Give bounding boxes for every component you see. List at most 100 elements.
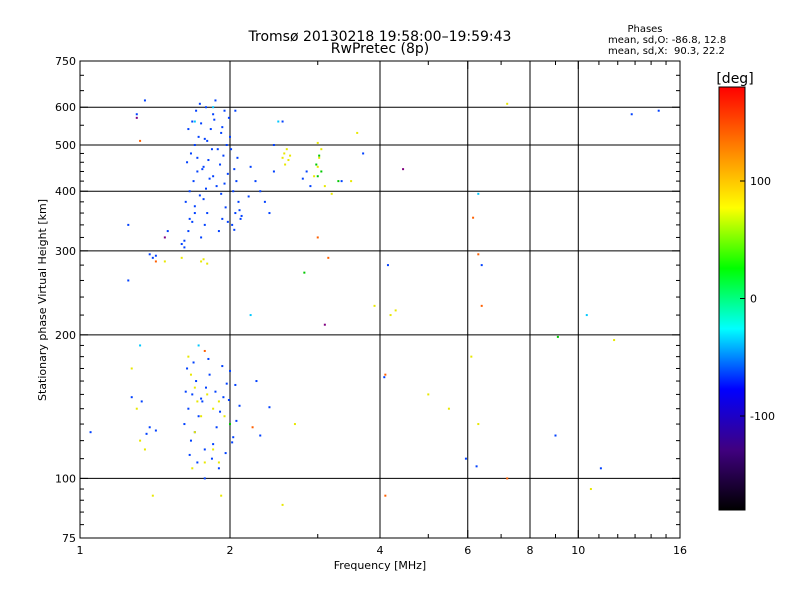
plot-frame	[79, 60, 681, 539]
data-point	[259, 434, 262, 437]
data-point	[193, 143, 196, 146]
data-point	[202, 165, 205, 168]
data-point	[135, 116, 138, 119]
axis-ticks: 1 2 4 6 8 10 16 75 100 200 300 400 500 600 750	[55, 55, 687, 557]
chart-subtitle: RwPretec (8p)	[331, 41, 429, 57]
data-point	[309, 185, 312, 188]
x-tick-label: 6	[464, 544, 471, 557]
data-point	[204, 106, 207, 109]
data-point	[249, 165, 252, 168]
data-point	[384, 494, 387, 497]
data-point	[201, 400, 204, 403]
data-point	[249, 314, 252, 317]
colorbar-tick-label: 100	[750, 175, 771, 188]
data-point	[191, 393, 194, 396]
data-point	[224, 206, 227, 209]
data-point	[305, 170, 308, 173]
data-point	[139, 139, 142, 142]
data-point	[402, 168, 405, 171]
data-point	[229, 369, 231, 372]
data-point	[206, 139, 209, 142]
data-point	[216, 148, 219, 151]
data-point	[240, 214, 243, 217]
data-point	[154, 254, 157, 257]
data-point	[203, 461, 206, 464]
y-tick-label: 600	[55, 101, 76, 114]
data-point	[480, 304, 483, 307]
data-point	[186, 161, 189, 164]
data-point	[193, 386, 196, 389]
data-point	[212, 443, 215, 446]
data-point	[193, 205, 196, 208]
x-tick-label: 8	[527, 544, 534, 557]
data-point	[268, 212, 271, 215]
data-point	[206, 212, 209, 215]
data-point	[215, 185, 218, 188]
data-point	[196, 461, 199, 464]
data-point	[163, 236, 166, 239]
colorbar-tick-label: 0	[750, 293, 757, 306]
data-point	[254, 180, 257, 183]
data-point	[154, 260, 157, 263]
data-point	[301, 177, 304, 180]
x-tick-label: 1	[77, 544, 84, 557]
data-point	[232, 436, 235, 439]
data-point	[221, 365, 224, 368]
data-point	[281, 120, 284, 123]
data-point	[203, 137, 206, 140]
data-point	[148, 426, 151, 429]
data-point	[180, 256, 183, 259]
data-points	[89, 99, 660, 506]
data-point	[187, 230, 190, 233]
colorbar-label: [deg]	[716, 71, 753, 87]
data-point	[230, 148, 233, 151]
data-point	[221, 126, 224, 129]
data-point	[223, 415, 226, 418]
data-point	[212, 106, 215, 109]
data-point	[630, 113, 633, 116]
data-point	[217, 467, 220, 470]
data-point	[201, 168, 204, 171]
data-point	[198, 194, 201, 197]
data-point	[356, 131, 359, 134]
data-point	[163, 260, 166, 263]
data-point	[206, 262, 209, 265]
data-point	[196, 156, 199, 159]
data-point	[506, 102, 509, 105]
data-point	[223, 182, 226, 185]
y-axis-label: Stationary phase Virtual Height [km]	[36, 199, 49, 401]
y-tick-label: 75	[62, 532, 76, 545]
data-point	[203, 349, 206, 352]
data-point	[204, 386, 207, 389]
data-point	[657, 109, 660, 112]
data-point	[470, 355, 473, 358]
data-point	[221, 217, 224, 220]
data-point	[210, 148, 213, 151]
data-point	[130, 367, 133, 370]
data-point	[373, 304, 376, 307]
data-point	[203, 223, 206, 226]
data-point	[207, 159, 210, 162]
data-point	[238, 404, 241, 407]
data-point	[238, 209, 241, 212]
data-point	[259, 190, 262, 193]
data-point	[233, 228, 236, 231]
data-point	[599, 467, 602, 470]
data-point	[212, 175, 215, 178]
data-point	[148, 253, 151, 256]
data-point	[613, 339, 616, 342]
data-point	[191, 220, 194, 223]
data-point	[202, 258, 205, 261]
data-point	[196, 170, 199, 173]
data-point	[585, 314, 588, 317]
data-point	[225, 143, 228, 146]
data-point	[389, 314, 392, 317]
data-point	[217, 230, 220, 233]
data-point	[143, 448, 146, 451]
stats-line-x: mean, sd,X: 90.3, 22.2	[608, 46, 725, 57]
data-point	[210, 457, 213, 460]
data-point	[227, 116, 230, 119]
data-point	[219, 410, 222, 413]
data-point	[135, 407, 138, 410]
data-point	[350, 180, 353, 183]
